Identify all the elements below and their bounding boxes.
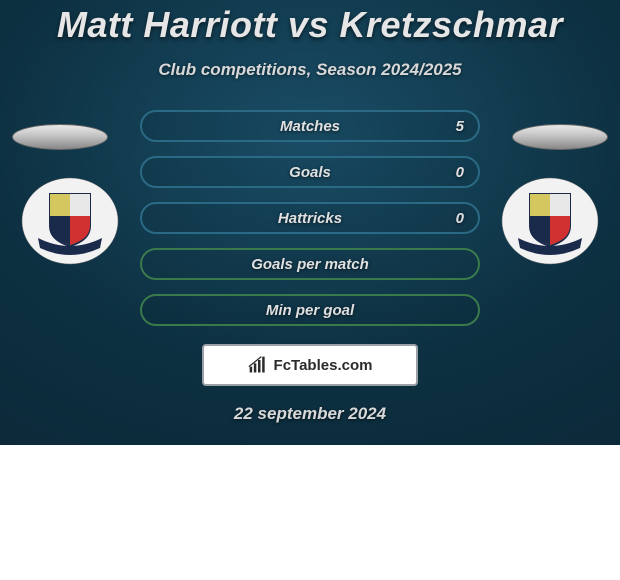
stat-label: Min per goal [266, 302, 354, 319]
stat-row: Hattricks 0 [140, 202, 480, 234]
team-crest-right [500, 176, 600, 266]
page-title: Matt Harriott vs Kretzschmar [0, 4, 620, 46]
brand-footer: FcTables.com [202, 344, 418, 386]
subtitle: Club competitions, Season 2024/2025 [0, 60, 620, 80]
stat-row: Min per goal [140, 294, 480, 326]
stat-value: 0 [456, 164, 464, 181]
brand-text: FcTables.com [274, 357, 373, 374]
stat-label: Goals per match [251, 256, 369, 273]
stat-label: Hattricks [278, 210, 342, 227]
player-placeholder-left [12, 124, 108, 150]
stat-label: Matches [280, 118, 340, 135]
infographic-content: Matt Harriott vs Kretzschmar Club compet… [0, 0, 620, 424]
stat-value: 5 [456, 118, 464, 135]
bar-chart-icon [248, 355, 268, 375]
team-crest-left [20, 176, 120, 266]
date-text: 22 september 2024 [0, 404, 620, 424]
stat-row: Goals per match [140, 248, 480, 280]
stat-row: Matches 5 [140, 110, 480, 142]
stat-label: Goals [289, 164, 331, 181]
player-placeholder-right [512, 124, 608, 150]
stat-row: Goals 0 [140, 156, 480, 188]
background-white [0, 445, 620, 580]
stat-value: 0 [456, 210, 464, 227]
